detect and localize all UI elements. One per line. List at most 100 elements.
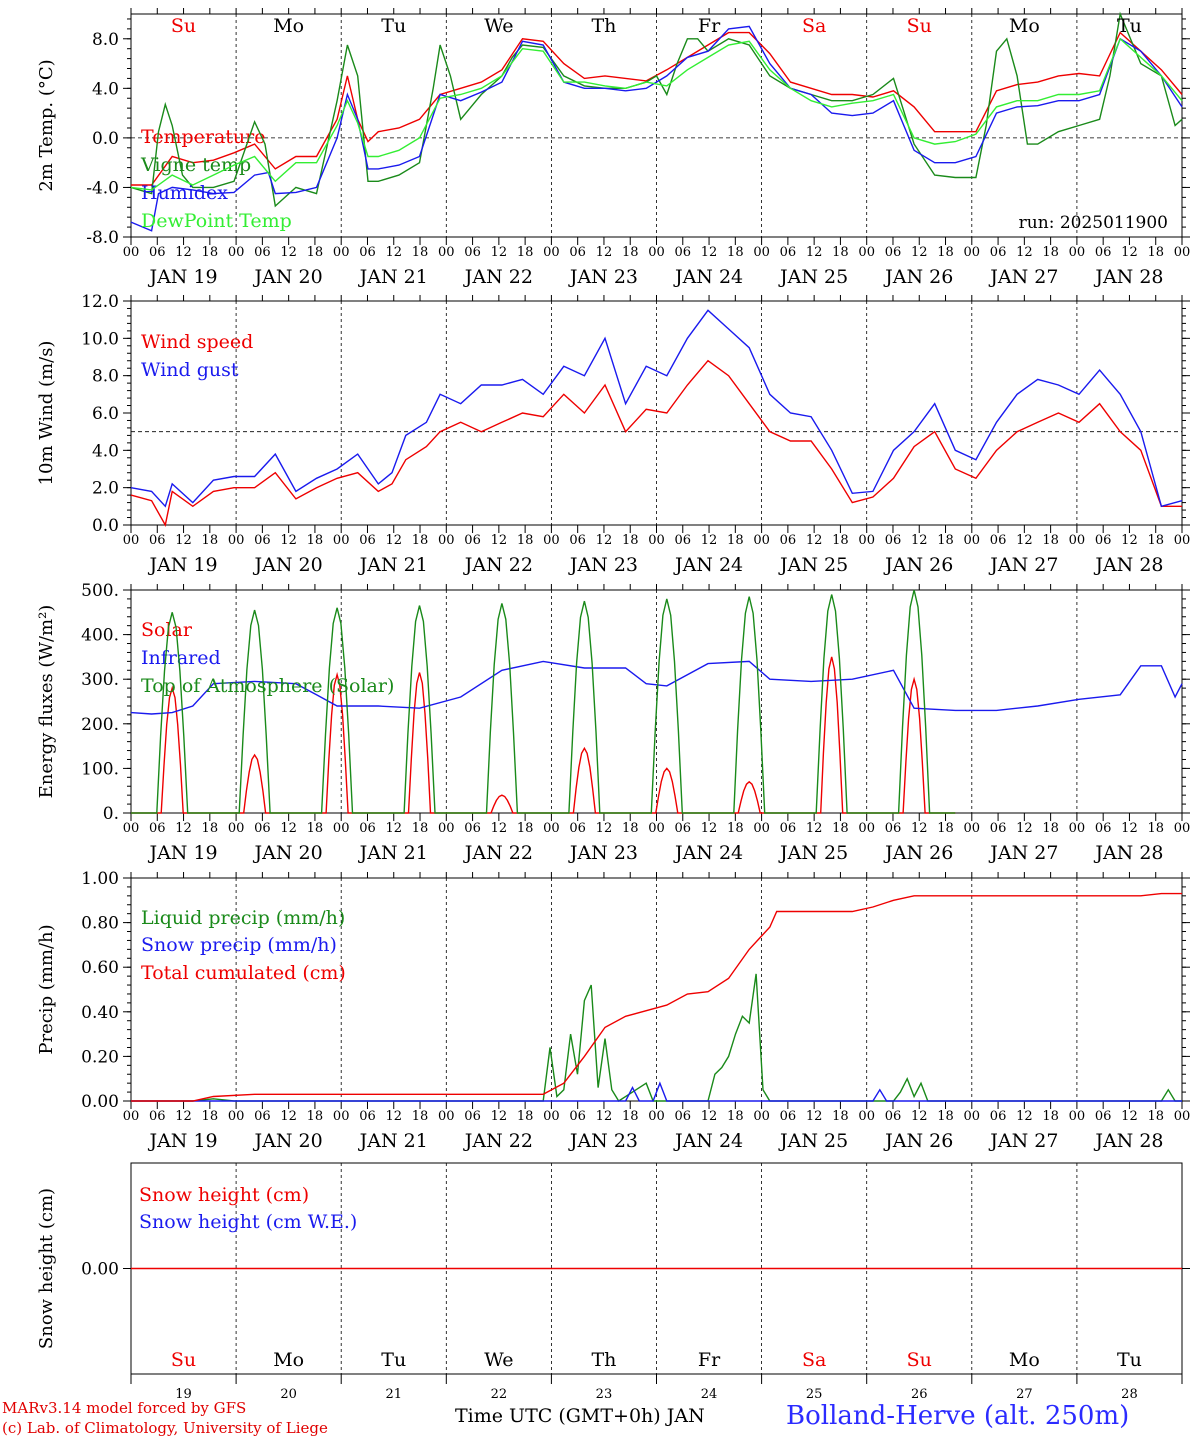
hour-tick-label: 00 xyxy=(858,533,875,548)
hour-tick-label: 12 xyxy=(280,1109,297,1124)
hour-tick-label: 06 xyxy=(1095,821,1112,836)
hour-tick-label: 06 xyxy=(359,245,376,260)
date-label: JAN 22 xyxy=(463,266,533,288)
hour-tick-label: 12 xyxy=(491,245,508,260)
hour-tick-label: 18 xyxy=(622,821,639,836)
hour-tick-label: 00 xyxy=(964,1109,981,1124)
y-axis-label: Precip (mm/h) xyxy=(36,924,57,1054)
hour-tick-label: 00 xyxy=(1174,533,1191,548)
hour-tick-label: 06 xyxy=(675,245,692,260)
hour-tick-label: 18 xyxy=(307,533,324,548)
hour-tick-label: 06 xyxy=(885,245,902,260)
weekday-label: Fr xyxy=(698,1349,721,1371)
series-line xyxy=(130,660,1183,715)
y-tick-label: 300. xyxy=(81,670,119,690)
hour-tick-label: 12 xyxy=(1121,245,1138,260)
y-tick-label: 0.0 xyxy=(92,516,119,536)
hour-tick-label: 18 xyxy=(202,533,219,548)
hour-tick-label: 06 xyxy=(885,1109,902,1124)
hour-tick-label: 18 xyxy=(727,821,744,836)
hour-tick-label: 12 xyxy=(806,1109,823,1124)
date-label: JAN 24 xyxy=(673,266,743,288)
hour-tick-label: 06 xyxy=(149,245,166,260)
date-label: JAN 25 xyxy=(778,1130,848,1152)
legend-entry: Total cumulated (cm) xyxy=(141,962,346,984)
y-tick-label: 4.0 xyxy=(92,79,119,99)
hour-tick-label: 00 xyxy=(123,1109,140,1124)
series-line xyxy=(131,31,1183,186)
hour-tick-label: 06 xyxy=(780,1109,797,1124)
hour-tick-label: 00 xyxy=(858,1109,875,1124)
hour-tick-label: 12 xyxy=(1016,245,1033,260)
lab-credit: (c) Lab. of Climatology, University of L… xyxy=(2,1419,328,1437)
date-label: JAN 20 xyxy=(253,842,323,864)
date-label: JAN 22 xyxy=(463,842,533,864)
hour-tick-label: 00 xyxy=(964,533,981,548)
date-label: JAN 23 xyxy=(568,554,638,576)
station-name: Bolland-Herve (alt. 250m) xyxy=(786,1401,1130,1431)
date-label: JAN 21 xyxy=(358,842,428,864)
hour-tick-label: 12 xyxy=(175,533,192,548)
hour-tick-label: 06 xyxy=(990,821,1007,836)
hour-tick-label: 06 xyxy=(885,821,902,836)
hour-tick-label: 18 xyxy=(937,821,954,836)
y-tick-label: 12.0 xyxy=(81,292,119,312)
y-tick-label: 500. xyxy=(81,581,119,601)
hour-tick-label: 00 xyxy=(228,245,245,260)
hour-tick-label: 18 xyxy=(832,1109,849,1124)
date-label: JAN 25 xyxy=(778,554,848,576)
hour-tick-label: 06 xyxy=(780,533,797,548)
hour-tick-label: 00 xyxy=(228,1109,245,1124)
date-label: JAN 25 xyxy=(778,266,848,288)
legend-entry: Wind speed xyxy=(141,331,253,353)
weekday-label: Mo xyxy=(1009,1349,1040,1371)
weekday-label: Mo xyxy=(1009,15,1040,37)
hour-tick-label: 18 xyxy=(517,1109,534,1124)
hour-tick-label: 12 xyxy=(806,533,823,548)
hour-tick-label: 00 xyxy=(648,821,665,836)
day-number-label: 23 xyxy=(596,1387,613,1402)
hour-tick-label: 00 xyxy=(1174,1109,1191,1124)
hour-tick-label: 18 xyxy=(832,245,849,260)
weekday-label: We xyxy=(484,15,513,37)
hour-tick-label: 06 xyxy=(149,821,166,836)
hour-tick-label: 18 xyxy=(202,821,219,836)
hour-tick-label: 00 xyxy=(753,533,770,548)
y-tick-label: 0.00 xyxy=(81,1092,119,1112)
hour-tick-label: 18 xyxy=(1147,1109,1164,1124)
hour-tick-label: 06 xyxy=(569,533,586,548)
hour-tick-label: 00 xyxy=(438,533,455,548)
y-tick-label: 4.0 xyxy=(92,441,119,461)
hour-tick-label: 00 xyxy=(228,821,245,836)
hour-tick-label: 06 xyxy=(254,821,271,836)
y-tick-label: 0.60 xyxy=(81,958,119,978)
hour-tick-label: 00 xyxy=(543,1109,560,1124)
date-label: JAN 28 xyxy=(1093,266,1163,288)
hour-tick-label: 12 xyxy=(175,245,192,260)
legend-entry: Solar xyxy=(141,619,193,641)
hour-tick-label: 18 xyxy=(1042,1109,1059,1124)
hour-tick-label: 00 xyxy=(1069,1109,1086,1124)
hour-tick-label: 00 xyxy=(123,821,140,836)
hour-tick-label: 18 xyxy=(937,1109,954,1124)
hour-tick-label: 06 xyxy=(359,821,376,836)
legend-entry: Humidex xyxy=(141,182,228,204)
date-label: JAN 19 xyxy=(147,266,217,288)
hour-tick-label: 12 xyxy=(911,533,928,548)
day-number-label: 22 xyxy=(491,1387,508,1402)
hour-tick-label: 00 xyxy=(333,533,350,548)
weekday-label: Tu xyxy=(381,15,406,37)
hour-tick-label: 06 xyxy=(990,245,1007,260)
day-number-label: 24 xyxy=(701,1387,718,1402)
date-label: JAN 23 xyxy=(568,1130,638,1152)
hour-tick-label: 18 xyxy=(622,245,639,260)
hour-tick-label: 18 xyxy=(937,245,954,260)
date-label: JAN 26 xyxy=(883,1130,953,1152)
date-label: JAN 26 xyxy=(883,554,953,576)
series-line xyxy=(130,25,1183,232)
hour-tick-label: 00 xyxy=(123,245,140,260)
day-number-label: 25 xyxy=(806,1387,823,1402)
hour-tick-label: 18 xyxy=(412,821,429,836)
date-label: JAN 27 xyxy=(988,554,1058,576)
